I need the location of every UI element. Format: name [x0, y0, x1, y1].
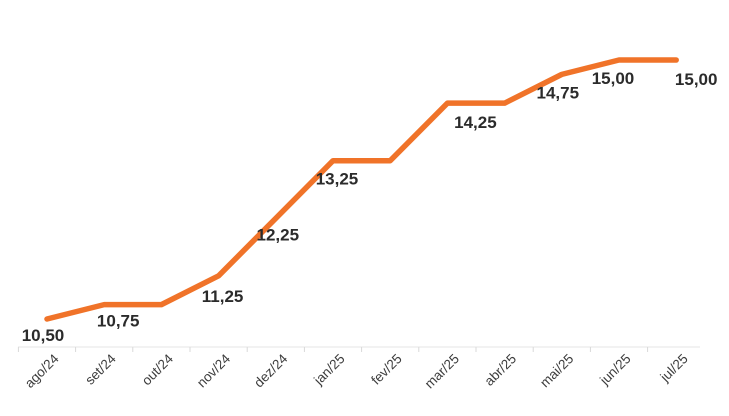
data-label: 14,75: [537, 83, 580, 102]
data-labels-group: 10,50 10,75 11,25 12,25 13,25 14,25 14,75 15,00…: [22, 69, 718, 345]
x-tick-label: mai/25: [537, 351, 576, 390]
data-label: 15,00: [592, 69, 635, 88]
x-tick-label: mar/25: [422, 351, 462, 391]
x-tick-label: jul/25: [657, 351, 691, 385]
x-tick-label: out/24: [139, 351, 176, 388]
x-axis-tick-labels: ago/24 set/24 out/24 nov/24 dez/24 jan/25 fev/…: [22, 351, 691, 392]
series-line-group: [44, 57, 679, 322]
x-tick-label: jun/25: [596, 351, 633, 388]
data-label: 11,25: [202, 287, 244, 306]
data-label: 15,00: [675, 70, 718, 89]
x-tick-label: abr/25: [482, 351, 520, 389]
data-label: 10,75: [97, 312, 140, 331]
x-axis-ticks: [17, 347, 649, 352]
x-tick-label: ago/24: [22, 351, 62, 391]
x-tick-label: jan/25: [310, 351, 347, 388]
series-line: [44, 57, 679, 322]
x-tick-label: nov/24: [194, 351, 234, 391]
data-label: 13,25: [316, 170, 359, 189]
data-label: 12,25: [257, 225, 300, 244]
x-tick-label: dez/24: [251, 351, 291, 391]
data-label: 14,25: [454, 113, 497, 132]
data-label: 10,50: [22, 326, 65, 345]
x-tick-label: set/24: [82, 351, 119, 388]
x-tick-label: fev/25: [368, 351, 405, 388]
